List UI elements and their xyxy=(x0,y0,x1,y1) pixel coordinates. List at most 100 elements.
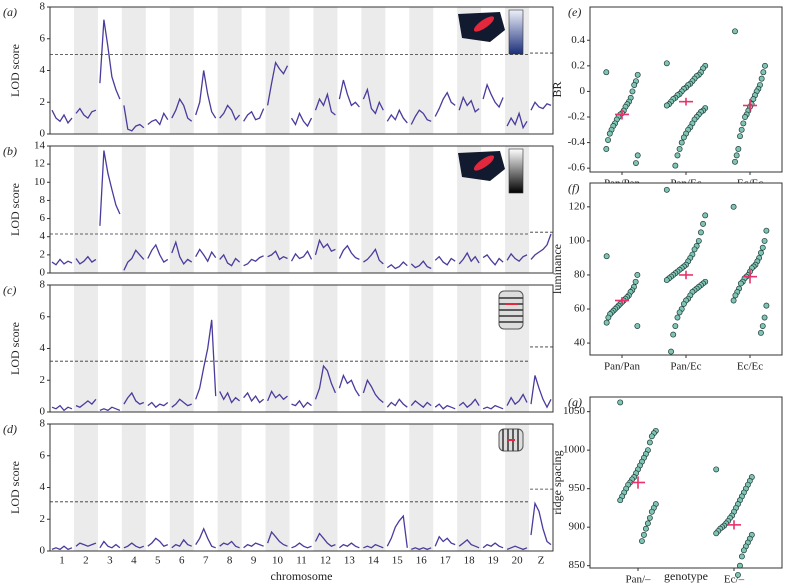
chromosome-band xyxy=(121,285,146,412)
chromosome-band xyxy=(217,146,242,273)
y-tick-label: 14 xyxy=(34,140,46,152)
chromosome-band xyxy=(313,424,338,551)
x-tick-label: 1 xyxy=(59,555,65,567)
x-tick-label: Pan/Ec xyxy=(670,361,701,373)
chromosome-band xyxy=(505,424,530,551)
y-tick-label: 6 xyxy=(40,32,46,44)
y-tick-label: 0 xyxy=(40,267,46,279)
y-axis-label: LOD score xyxy=(8,44,22,97)
chromosome-band xyxy=(121,146,146,273)
data-point xyxy=(617,399,624,406)
y-tick-label: 1050 xyxy=(563,405,586,417)
data-point xyxy=(735,146,742,152)
y-tick-label: 60 xyxy=(574,303,586,315)
data-point xyxy=(713,530,720,537)
data-point xyxy=(691,246,698,253)
data-point xyxy=(672,323,679,329)
data-point xyxy=(678,139,685,146)
chromosome-band xyxy=(169,285,194,412)
data-point xyxy=(603,69,610,76)
chromosome-band xyxy=(217,285,242,412)
color-scale xyxy=(508,9,524,55)
x-tick-label: 2 xyxy=(83,555,89,567)
data-point xyxy=(730,203,737,210)
data-point xyxy=(646,439,653,446)
data-point xyxy=(639,538,645,544)
data-point xyxy=(757,249,764,256)
x-axis-label: chromosome xyxy=(271,569,333,583)
chromosome-band xyxy=(169,7,194,134)
gray-scale xyxy=(508,148,524,194)
y-tick-label: 6 xyxy=(40,449,46,461)
panel-label: (d) xyxy=(3,422,17,436)
y-tick-label: 8 xyxy=(40,1,46,13)
x-tick-label: Z xyxy=(538,555,545,567)
y-tick-label: 4 xyxy=(40,230,46,242)
y-axis-label: LOD score xyxy=(8,183,22,236)
chromosome-band xyxy=(361,7,386,134)
x-tick-label: 20 xyxy=(512,555,524,567)
y-tick-label: 4 xyxy=(40,342,46,354)
lod-line xyxy=(51,19,552,132)
chromosome-band xyxy=(73,285,98,412)
data-point xyxy=(634,71,641,78)
data-point xyxy=(670,331,677,338)
data-point xyxy=(634,323,641,329)
plot-frame xyxy=(49,423,554,552)
chromosome-band xyxy=(73,424,98,551)
data-point xyxy=(732,28,738,35)
data-point xyxy=(648,433,655,440)
data-point xyxy=(634,152,641,159)
y-tick-label: 0.4 xyxy=(571,34,585,46)
data-point xyxy=(763,227,770,234)
y-tick-label: 900 xyxy=(569,521,586,533)
x-tick-label: 16 xyxy=(416,555,428,567)
plot-frame xyxy=(49,6,554,135)
y-tick-label: 1000 xyxy=(563,444,586,456)
panel-label: (e) xyxy=(568,5,581,19)
chromosome-band xyxy=(361,285,386,412)
data-point xyxy=(695,237,702,244)
data-point xyxy=(674,314,681,321)
y-tick-label: 2 xyxy=(40,96,46,108)
icon-a xyxy=(458,9,524,55)
chromosome-band xyxy=(457,285,482,412)
data-point xyxy=(631,82,638,88)
data-point xyxy=(663,186,670,193)
y-axis-label: BR xyxy=(550,81,564,97)
y-tick-label: -0.4 xyxy=(568,136,586,148)
data-point xyxy=(759,244,766,251)
x-tick-label: 10 xyxy=(272,555,284,567)
x-tick-label: Ec/Ec xyxy=(737,361,763,373)
data-point xyxy=(606,130,613,137)
y-tick-label: 0 xyxy=(40,406,46,418)
data-point xyxy=(740,120,747,127)
chromosome-band xyxy=(121,7,146,134)
x-tick-label: 5 xyxy=(155,555,161,567)
x-tick-label: 18 xyxy=(464,555,476,567)
chromosome-band xyxy=(73,7,98,134)
data-point xyxy=(648,508,655,515)
y-tick-label: 10 xyxy=(34,176,46,188)
y-tick-label: 12 xyxy=(34,158,45,170)
x-tick-label: 7 xyxy=(203,555,209,567)
y-tick-label: 4 xyxy=(40,481,46,493)
x-tick-label: Pan/– xyxy=(625,574,651,585)
panel-label: (c) xyxy=(3,283,16,297)
chromosome-band xyxy=(265,285,290,412)
chromosome-band xyxy=(73,146,98,273)
chromosome-band xyxy=(217,424,242,551)
y-tick-label: 6 xyxy=(40,212,46,224)
chromosome-band xyxy=(217,7,242,134)
data-point xyxy=(680,134,687,141)
data-point xyxy=(642,525,649,532)
data-point xyxy=(730,297,737,304)
icon-c xyxy=(498,290,524,330)
lod-line xyxy=(51,319,552,412)
plot-frame xyxy=(49,145,554,274)
data-point xyxy=(738,126,745,133)
plot-frame xyxy=(49,284,554,413)
y-tick-label: 120 xyxy=(569,200,586,212)
